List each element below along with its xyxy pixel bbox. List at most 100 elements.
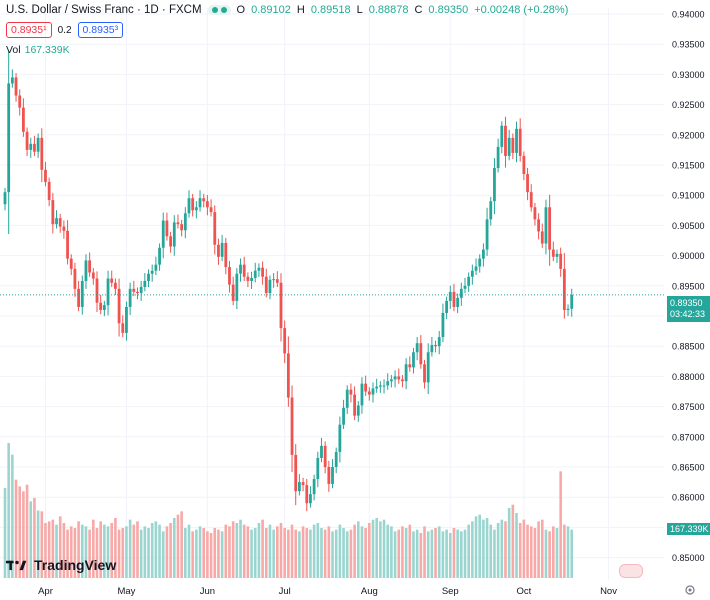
candle-body [511,137,515,153]
candle-body [66,230,69,259]
volume-bar [114,518,117,578]
volume-bar [548,531,551,578]
candlestick-series [3,51,574,512]
candle-body [194,207,198,211]
candle-body [180,224,184,231]
candle-body [349,389,353,395]
volume-bar [158,524,161,578]
us-flag-events-icon[interactable] [619,564,643,578]
volume-bar [408,524,412,578]
candle-body [290,397,294,455]
settings-icon[interactable] [684,584,696,596]
volume-bar [246,526,250,578]
price-axis: 0.94000 0.93500 0.93000 0.92500 0.92000 0.915… [672,10,705,564]
candle-body [533,207,537,220]
candle-body [29,143,33,150]
volume-bar [382,519,386,578]
candle-body [209,207,213,213]
time-axis: Apr May Jun Jul Aug Sep Oct Nov [38,586,617,597]
volume-bar [316,523,320,578]
volume-bar [312,524,316,578]
volume-bar [264,528,268,578]
tradingview-logo-text: TradingView [34,557,117,573]
volume-bar [500,519,504,578]
sell-button[interactable]: 0.8935¹ [6,22,52,38]
volume-bar [36,510,40,578]
volume-bar [471,521,474,578]
x-tick-label: Oct [516,586,531,597]
volume-bar [161,531,165,578]
candle-body [191,198,195,211]
candle-body [169,236,172,247]
candle-body [235,273,239,301]
candle-body [412,352,415,368]
candle-body [25,131,29,150]
candle-body [139,287,143,294]
volume-bar [379,521,382,578]
candle-body [496,146,500,169]
volume-bar [460,531,463,578]
x-tick-label: May [117,586,135,597]
tradingview-logo[interactable]: TradingView [6,557,116,573]
candle-body [353,394,356,416]
candle-body [106,278,110,306]
candle-body [459,288,463,298]
volume-bar [14,479,18,578]
volume-bar [515,513,518,578]
candle-body [345,389,349,408]
volume-bar [482,519,485,578]
volume-bar [95,528,99,578]
volume-bar [128,519,132,578]
symbol-title[interactable]: U.S. Dollar / Swiss Franc · 1D · FXCM [6,4,202,16]
candle-body [493,168,496,202]
candle-body [73,268,77,289]
volume-bar [279,523,283,578]
candle-body [283,328,287,354]
volume-bar [526,524,529,578]
candle-body [158,247,161,265]
volume-bar [176,514,180,578]
bar-countdown: 03:42:33 [670,309,706,319]
candle-body [500,125,504,147]
volume-bars [3,443,574,578]
candle-body [338,424,342,452]
candle-body [426,352,430,383]
volume-bar [276,526,279,578]
volume-bar [235,523,239,578]
y-tick-label: 0.85000 [672,553,705,563]
candle-body [172,222,176,247]
volume-bar [412,531,415,578]
market-open-icon [211,7,218,13]
candle-body [437,337,441,347]
volume-bar [320,528,323,578]
x-tick-label: Sep [442,586,459,597]
buy-button[interactable]: 0.8935³ [77,22,124,38]
volume-bar [437,526,441,578]
volume-bar [338,524,342,578]
candle-body [485,219,489,250]
candle-body [559,253,563,269]
last-price-value: 0.89350 [670,298,703,308]
candle-body [378,385,382,387]
volume-bar [430,529,434,578]
volume-legend[interactable]: Vol 167.339K [6,44,70,56]
volume-bar [563,524,566,578]
volume-bar [66,529,69,578]
candle-body [250,277,253,281]
volume-bar [349,529,353,578]
trade-buttons: 0.8935¹ 0.2 0.8935³ [6,22,124,38]
volume-bar [353,524,356,578]
volume-bar [202,528,206,578]
candle-body [91,272,95,279]
candle-body [540,231,544,244]
volume-bar [125,526,128,578]
y-tick-label: 0.87000 [672,432,705,442]
candle-body [529,192,533,208]
volume-bar [136,521,139,578]
market-status-indicator[interactable] [207,5,231,15]
candle-body [515,128,518,153]
volume-bar [552,526,555,578]
volume-bar [298,531,301,578]
candle-body [220,242,224,257]
